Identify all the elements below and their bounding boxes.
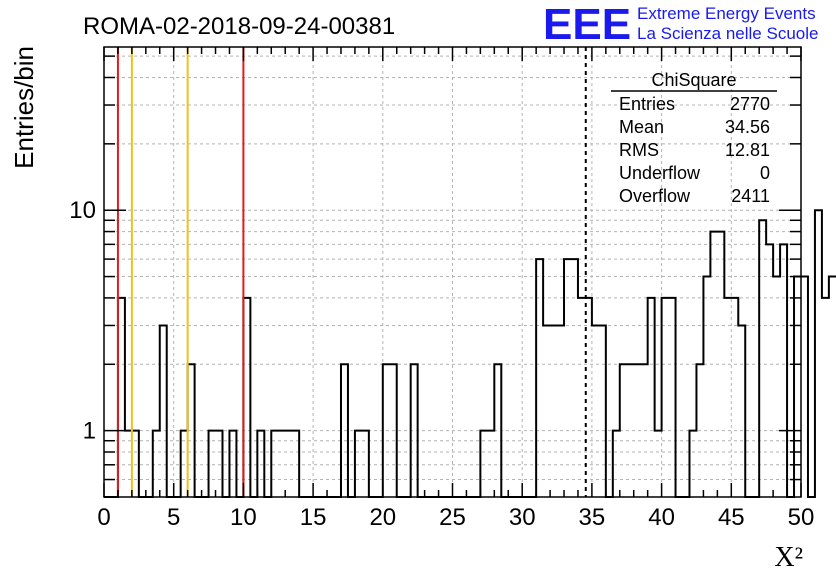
- x-tick-label: 5: [167, 504, 180, 531]
- histogram-bin: [487, 431, 494, 497]
- histogram-bin: [341, 364, 348, 497]
- eee-logo-letters: EEE: [543, 0, 631, 49]
- histogram-bin: [620, 364, 627, 497]
- histogram-bin: [536, 259, 543, 497]
- histogram-bin: [188, 364, 195, 497]
- histogram-bin: [557, 325, 564, 497]
- x-tick-label: 0: [97, 504, 110, 531]
- histogram-bin: [801, 277, 808, 497]
- histogram-bin: [696, 364, 703, 497]
- histogram-bin: [578, 298, 585, 497]
- histogram-bin: [648, 298, 655, 497]
- histogram-bin: [592, 325, 599, 497]
- histogram-bin: [118, 298, 125, 497]
- histogram-bin: [703, 277, 710, 497]
- stats-value: 34.56: [725, 117, 770, 137]
- histogram-bin: [627, 364, 634, 497]
- x-tick-label: 30: [509, 504, 536, 531]
- stats-box: ChiSquare Entries 2770 Mean 34.56 RMS 12.81 Un…: [611, 70, 777, 206]
- axis-ticks: 0 5 10 15 20 25 30 35 40 45 50 1 10: [69, 47, 814, 531]
- x-tick-label: 50: [788, 504, 815, 531]
- histogram-bin: [160, 325, 167, 497]
- histogram-bin: [780, 244, 787, 497]
- eee-logo-line2: La Scienza nelle Scuole: [637, 24, 818, 43]
- histogram-bin: [815, 210, 822, 497]
- histogram-bin: [822, 298, 829, 497]
- histogram-bin: [153, 431, 160, 497]
- y-tick-label: 1: [83, 418, 96, 445]
- histogram-bin: [229, 431, 236, 497]
- histogram-bin: [662, 298, 669, 497]
- histogram-bin: [759, 220, 766, 497]
- threshold-lines: [116, 47, 587, 497]
- histogram-bin: [829, 277, 836, 497]
- histogram-bin: [571, 259, 578, 497]
- grid-lines: [104, 47, 801, 497]
- stats-value: 2770: [730, 94, 770, 114]
- x-tick-label: 25: [439, 504, 466, 531]
- eee-logo-line1: Extreme Energy Events: [637, 4, 816, 23]
- histogram-bin: [257, 431, 264, 497]
- histogram-bin: [550, 325, 557, 497]
- histogram-bin: [362, 431, 369, 497]
- stats-value: 0: [760, 163, 770, 183]
- histogram-bin: [216, 431, 223, 497]
- histogram-bin: [773, 277, 780, 497]
- x-tick-label: 40: [648, 504, 675, 531]
- histogram-bin: [411, 364, 418, 497]
- histogram-bin: [209, 431, 216, 497]
- histogram-bin: [355, 431, 362, 497]
- histogram-bin: [285, 431, 292, 497]
- histogram-bin: [564, 259, 571, 497]
- run-title: ROMA-02-2018-09-24-00381: [83, 13, 395, 40]
- histogram-bin: [655, 431, 662, 497]
- x-tick-label: 20: [369, 504, 396, 531]
- stats-label: Mean: [619, 117, 664, 137]
- histogram-bin: [689, 431, 696, 497]
- stats-value: 2411: [731, 186, 770, 206]
- stats-label: RMS: [619, 140, 659, 160]
- histogram-bin: [613, 431, 620, 497]
- y-axis-label: Entries/bin: [9, 46, 39, 169]
- histogram: [104, 209, 836, 498]
- histogram-bin: [243, 298, 250, 497]
- stats-label: Entries: [619, 94, 675, 114]
- histogram-bin: [125, 431, 132, 497]
- histogram-bin: [641, 364, 648, 497]
- stats-label: Underflow: [619, 163, 701, 183]
- x-tick-label: 45: [718, 504, 745, 531]
- eee-logo: EEE Extreme Energy Events La Scienza nel…: [543, 0, 818, 49]
- histogram-bin: [494, 364, 501, 497]
- histogram-bin: [390, 364, 397, 497]
- histogram-bin: [634, 364, 641, 497]
- histogram-bin: [710, 232, 717, 497]
- histogram-bin: [278, 431, 285, 497]
- histogram-bin: [766, 244, 773, 497]
- histogram-bin: [181, 431, 188, 497]
- x-tick-label: 15: [300, 504, 327, 531]
- histogram-bin: [292, 431, 299, 497]
- histogram-bin: [731, 298, 738, 497]
- histogram-bin: [738, 325, 745, 497]
- histogram-bin: [717, 232, 724, 497]
- stats-title: ChiSquare: [651, 70, 736, 90]
- x-tick-label: 35: [579, 504, 606, 531]
- histogram-bin: [480, 431, 487, 497]
- histogram-outline: [104, 209, 836, 498]
- histogram-bin: [669, 298, 676, 497]
- histogram-bin: [271, 431, 278, 497]
- histogram-bin: [794, 277, 801, 497]
- y-tick-label: 10: [69, 197, 96, 224]
- histogram-bin: [383, 364, 390, 497]
- histogram-bin: [543, 325, 550, 497]
- x-axis-label: X²: [774, 542, 803, 572]
- histogram-bin: [599, 325, 606, 497]
- histogram-bin: [724, 298, 731, 497]
- x-tick-label: 10: [230, 504, 257, 531]
- stats-value: 12.81: [725, 140, 770, 160]
- histogram-bin: [132, 431, 139, 497]
- stats-label: Overflow: [619, 186, 691, 206]
